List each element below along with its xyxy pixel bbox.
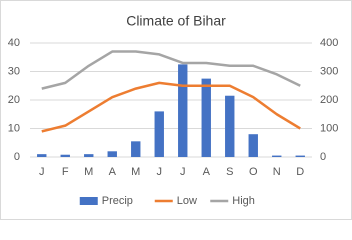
y-tick-label: 40 xyxy=(8,37,20,49)
bar xyxy=(154,111,164,157)
bar xyxy=(272,155,282,157)
bar xyxy=(178,64,188,157)
x-tick-label: A xyxy=(109,166,117,178)
y-tick-label: 10 xyxy=(8,122,20,134)
x-tick-label: J xyxy=(39,166,45,178)
chart-border xyxy=(0,0,352,220)
x-tick-label: N xyxy=(273,166,281,178)
bar xyxy=(84,154,94,157)
chart-title: Climate of Bihar xyxy=(126,13,226,29)
x-tick-label: O xyxy=(249,166,258,178)
y2-tick-label: 400 xyxy=(320,37,338,49)
bar xyxy=(295,155,305,157)
legend-swatch xyxy=(79,197,98,205)
x-tick-label: S xyxy=(226,166,233,178)
bar xyxy=(107,151,117,157)
bar xyxy=(37,154,47,157)
y-tick-label: 20 xyxy=(8,94,20,106)
bar xyxy=(248,134,258,157)
bar xyxy=(201,78,211,157)
x-tick-label: D xyxy=(296,166,304,178)
legend-label: Precip xyxy=(102,195,133,207)
line xyxy=(41,81,301,133)
bar xyxy=(60,154,70,157)
legend-label: High xyxy=(232,195,255,207)
y2-tick-label: 100 xyxy=(320,122,338,134)
chart: Climate of Bihar 0102030400100200300400J… xyxy=(0,0,352,220)
x-tick-label: J xyxy=(157,166,163,178)
y2-tick-label: 200 xyxy=(320,94,338,106)
bar xyxy=(131,141,141,157)
y-tick-label: 30 xyxy=(8,65,20,77)
x-tick-label: F xyxy=(62,166,69,178)
y2-tick-label: 300 xyxy=(320,65,338,77)
bar xyxy=(225,95,235,157)
x-tick-label: M xyxy=(131,166,140,178)
y-tick-label: 0 xyxy=(14,151,20,163)
line xyxy=(41,50,301,90)
x-tick-label: A xyxy=(203,166,211,178)
legend-label: Low xyxy=(177,195,197,207)
x-tick-label: M xyxy=(84,166,93,178)
y2-tick-label: 0 xyxy=(320,151,326,163)
x-tick-label: J xyxy=(180,166,186,178)
